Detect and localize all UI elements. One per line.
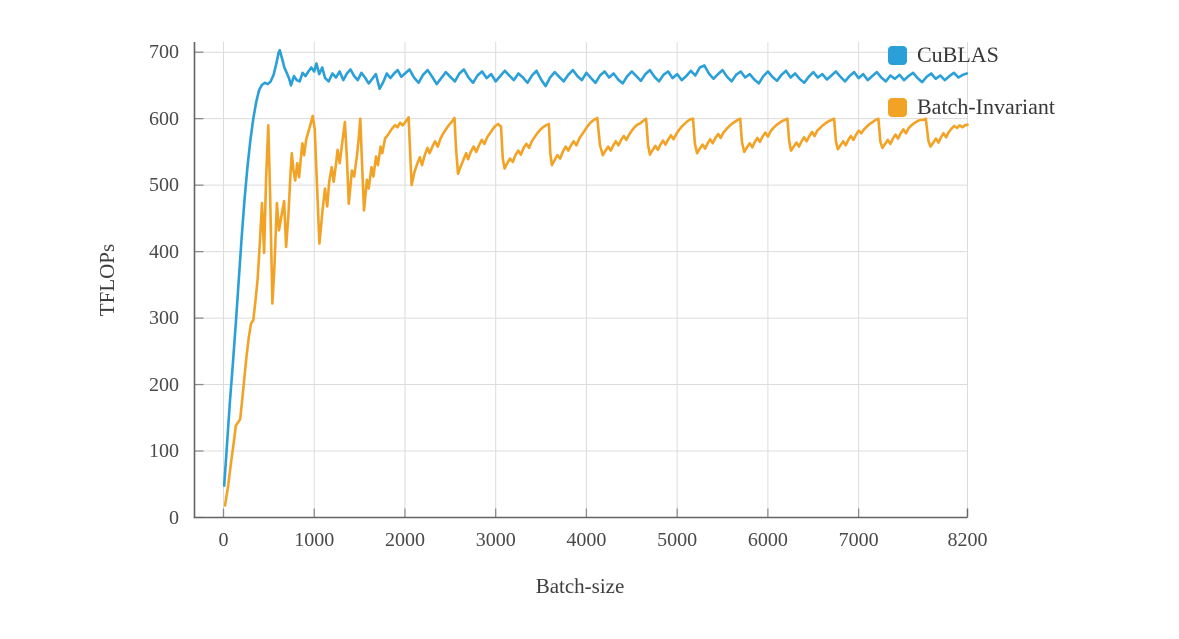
legend-item-batch-invariant: Batch-Invariant bbox=[888, 94, 1055, 120]
x-tick-label: 0 bbox=[218, 529, 229, 551]
x-axis-title: Batch-size bbox=[535, 574, 625, 598]
x-tick-label: 3000 bbox=[475, 529, 516, 551]
y-tick-label: 600 bbox=[149, 107, 179, 130]
batch-invariant-swatch bbox=[888, 97, 907, 117]
x-tick-label: 5000 bbox=[657, 529, 698, 551]
y-tick-label: 500 bbox=[149, 174, 179, 197]
y-tick-label: 200 bbox=[149, 373, 179, 396]
cublas-line bbox=[222, 48, 969, 487]
y-tick-label: 700 bbox=[149, 41, 179, 64]
x-tick-label: 1000 bbox=[294, 529, 335, 551]
y-tick-label: 300 bbox=[149, 307, 179, 330]
cublas-legend-label: CuBLAS bbox=[917, 42, 999, 67]
x-tick-label: 2000 bbox=[384, 529, 425, 551]
legend-item-cublas: CuBLAS bbox=[888, 42, 999, 68]
x-tick-label: 8200 bbox=[947, 529, 988, 551]
cublas-swatch bbox=[888, 45, 907, 65]
x-tick-label: 4000 bbox=[566, 529, 607, 551]
y-tick-label: 400 bbox=[149, 240, 179, 263]
batch-invariant-line bbox=[223, 114, 969, 507]
y-tick-label: 100 bbox=[149, 440, 179, 463]
x-tick-label: 7000 bbox=[838, 529, 879, 551]
batch-invariant-legend-label: Batch-Invariant bbox=[917, 94, 1056, 119]
x-tick-label: 6000 bbox=[747, 529, 788, 551]
y-tick-label: 0 bbox=[169, 506, 179, 529]
